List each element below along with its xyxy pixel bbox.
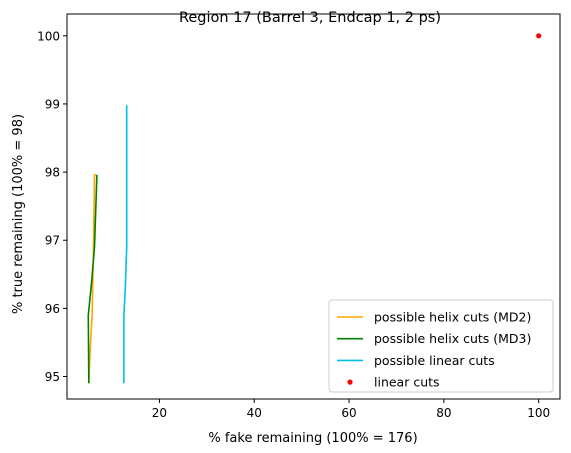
y-tick-label: 99	[45, 97, 60, 111]
x-axis: 20 40 60 80 100	[152, 399, 550, 420]
y-tick-label: 98	[45, 166, 60, 180]
y-tick-label: 97	[45, 234, 60, 248]
legend-label: possible linear cuts	[374, 353, 495, 368]
data-point-linear-cuts	[536, 33, 542, 39]
axes-frame	[66, 13, 561, 400]
plot-lines	[87, 105, 128, 384]
legend-box	[328, 299, 554, 393]
series-line-possible-helix-cuts-md3	[87, 174, 98, 384]
legend-label: possible helix cuts (MD3)	[374, 331, 531, 346]
chart-title: Region 17 (Barrel 3, Endcap 1, 2 ps)	[179, 10, 441, 26]
series-line-possible-linear-cuts	[123, 105, 128, 384]
y-tick-label: 96	[45, 302, 60, 316]
legend-label: linear cuts	[374, 375, 440, 390]
plot-points	[536, 33, 542, 39]
x-tick-label: 100	[527, 406, 550, 420]
y-axis-label: % true remaining (100% = 98)	[11, 114, 26, 314]
legend: possible helix cuts (MD2) possible helix …	[328, 299, 554, 393]
legend-swatch-linear-cuts	[347, 379, 353, 385]
x-tick-label: 60	[341, 406, 356, 420]
y-tick-label: 100	[37, 29, 60, 43]
y-tick-label: 95	[45, 370, 60, 384]
legend-label: possible helix cuts (MD2)	[374, 310, 531, 325]
x-tick-label: 40	[247, 406, 262, 420]
x-axis-label: % fake remaining (100% = 176)	[208, 431, 417, 446]
x-tick-label: 80	[436, 406, 451, 420]
y-axis: 95 96 97 98 99 100	[37, 29, 67, 384]
x-tick-label: 20	[152, 406, 167, 420]
series-line-possible-helix-cuts-md2	[88, 174, 96, 384]
